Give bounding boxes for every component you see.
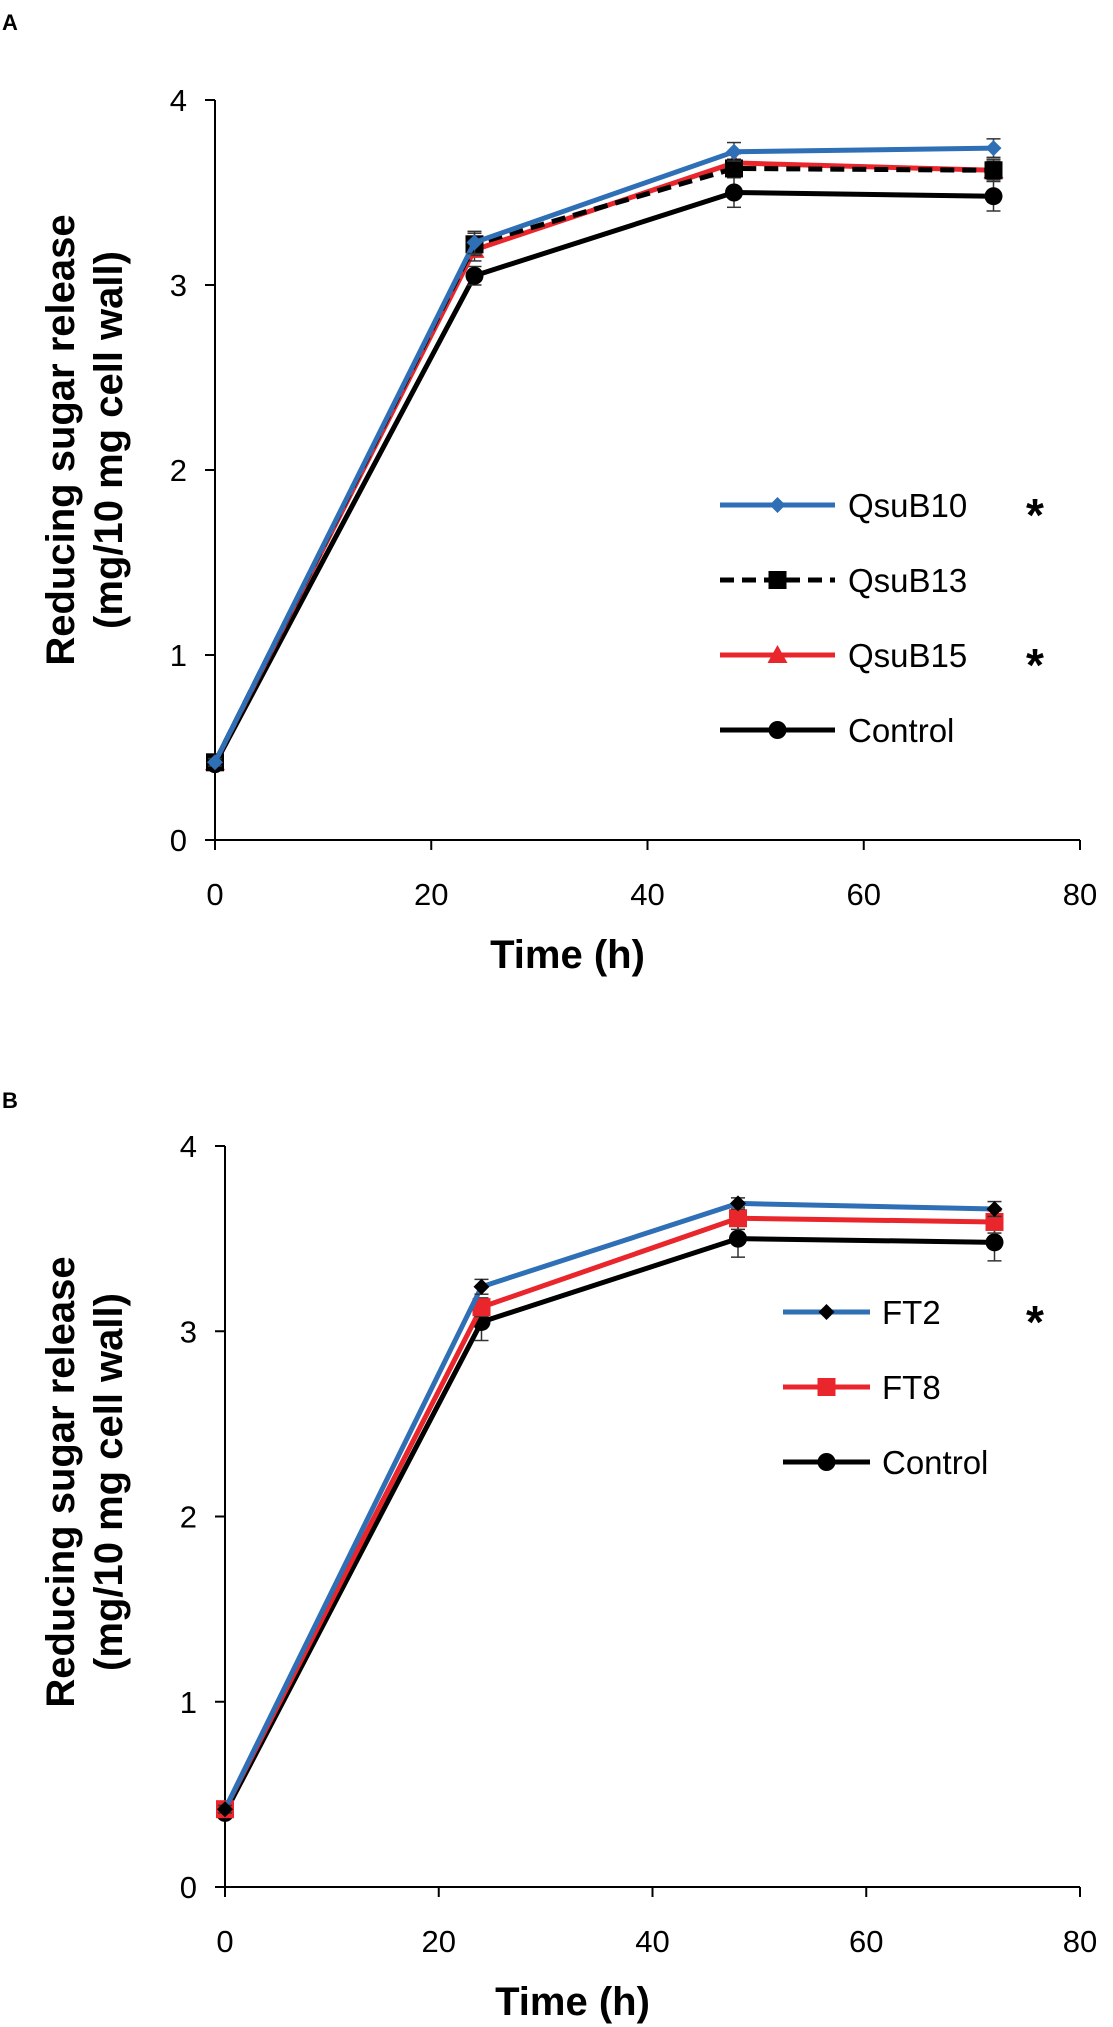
y-axis-title-line2: (mg/10 mg cell wall) bbox=[87, 251, 131, 629]
legend-label: FT8 bbox=[882, 1369, 941, 1406]
data-point bbox=[985, 1233, 1004, 1252]
y-tick-label: 0 bbox=[180, 1870, 197, 1905]
data-point bbox=[984, 187, 1003, 206]
series-line bbox=[222, 1200, 995, 1811]
series-line bbox=[222, 1236, 995, 1815]
data-point bbox=[466, 234, 483, 251]
legend-label: Control bbox=[882, 1444, 988, 1481]
x-axis-title: Time (h) bbox=[490, 933, 645, 977]
significance-marker: * bbox=[1026, 1296, 1044, 1348]
x-axis-title: Time (h) bbox=[495, 1980, 650, 2024]
y-axis-title-line1: Reducing sugar release bbox=[39, 1256, 83, 1707]
x-tick-label: 60 bbox=[849, 1924, 883, 1959]
series-line bbox=[212, 190, 994, 766]
legend-entry-qsub13: QsuB13 bbox=[720, 562, 967, 599]
legend-entry-control: Control bbox=[720, 712, 954, 749]
legend-entry-control: Control bbox=[783, 1444, 988, 1481]
chart-panel-a: A 0 20 40 60 80 0 1 2 3 4 Time (h) Reducing sugar re… bbox=[2, 10, 1097, 977]
data-point bbox=[465, 266, 484, 285]
data-point bbox=[472, 1298, 491, 1317]
legend-swatch-marker bbox=[768, 721, 787, 739]
legend-entry-ft8: FT8 bbox=[783, 1369, 941, 1406]
series-line bbox=[212, 145, 994, 764]
data-point bbox=[985, 1212, 1004, 1231]
y-tick-label: 3 bbox=[180, 1314, 197, 1349]
data-point bbox=[729, 1229, 747, 1248]
data-point bbox=[473, 1278, 490, 1295]
series-qsub13 bbox=[206, 158, 1003, 772]
x-tick-label: 80 bbox=[1063, 877, 1097, 912]
y-tick-label: 2 bbox=[180, 1500, 197, 1535]
x-tick-label: 60 bbox=[847, 877, 881, 912]
chart-panel-b: B 0 20 40 60 80 0 1 2 3 4 Time (h) Reducing sugar re… bbox=[2, 1088, 1097, 2024]
data-point bbox=[730, 1195, 746, 1212]
series-qsub15 bbox=[205, 152, 1004, 771]
legend-entry-ft2: FT2 * bbox=[783, 1294, 1044, 1348]
y-tick-label: 4 bbox=[180, 1129, 197, 1164]
y-axis-title-line1: Reducing sugar release bbox=[39, 214, 83, 665]
x-tick-label: 0 bbox=[216, 1924, 233, 1959]
legend-label: QsuB15 bbox=[848, 637, 967, 674]
data-point bbox=[217, 1801, 233, 1818]
legend-label: Control bbox=[848, 712, 954, 749]
legend-swatch-marker bbox=[818, 1304, 835, 1320]
data-point bbox=[986, 1200, 1003, 1217]
y-tick-label: 1 bbox=[180, 1685, 197, 1720]
x-tick-label: 40 bbox=[635, 1924, 669, 1959]
x-tick-label: 80 bbox=[1063, 1924, 1097, 1959]
legend-swatch-marker bbox=[767, 645, 788, 663]
data-point bbox=[985, 140, 1002, 157]
x-tick-label: 20 bbox=[422, 1924, 456, 1959]
legend-swatch-marker bbox=[769, 497, 786, 513]
data-point bbox=[725, 159, 743, 178]
legend-swatch-marker bbox=[817, 1378, 836, 1396]
y-axis-title-line2: (mg/10 mg cell wall) bbox=[87, 1293, 131, 1671]
legend-label: QsuB13 bbox=[848, 562, 967, 599]
significance-marker: * bbox=[1026, 639, 1044, 691]
y-tick-label: 3 bbox=[170, 268, 187, 303]
legend-entry-qsub10: QsuB10 * bbox=[720, 487, 1044, 541]
series-qsub10 bbox=[207, 138, 1002, 771]
x-tick-label: 20 bbox=[414, 877, 448, 912]
x-tick-label: 40 bbox=[630, 877, 664, 912]
y-tick-label: 2 bbox=[170, 453, 187, 488]
data-point bbox=[207, 754, 223, 771]
data-point bbox=[725, 183, 743, 202]
series-ft2 bbox=[217, 1195, 1003, 1818]
y-tick-label: 4 bbox=[170, 83, 187, 118]
x-tick-label: 0 bbox=[206, 877, 223, 912]
data-point bbox=[984, 161, 1003, 180]
series-line bbox=[222, 1215, 995, 1811]
series-control bbox=[206, 176, 1003, 774]
legend-swatch-marker bbox=[817, 1453, 836, 1471]
data-point bbox=[726, 143, 742, 160]
y-tick-label: 0 bbox=[170, 823, 187, 858]
legend-entry-qsub15: QsuB15 * bbox=[720, 637, 1044, 691]
y-tick-label: 1 bbox=[170, 638, 187, 673]
legend-swatch-marker bbox=[768, 571, 787, 589]
panel-label: A bbox=[2, 10, 18, 35]
legend-label: QsuB10 bbox=[848, 487, 967, 524]
legend-label: FT2 bbox=[882, 1294, 941, 1331]
significance-marker: * bbox=[1026, 489, 1044, 541]
data-point bbox=[729, 1209, 747, 1228]
panel-label: B bbox=[2, 1088, 18, 1113]
